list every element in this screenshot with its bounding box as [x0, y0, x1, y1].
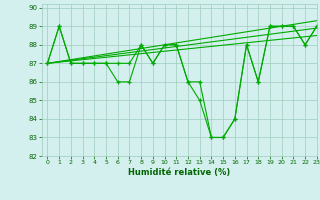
X-axis label: Humidité relative (%): Humidité relative (%) [128, 168, 230, 177]
